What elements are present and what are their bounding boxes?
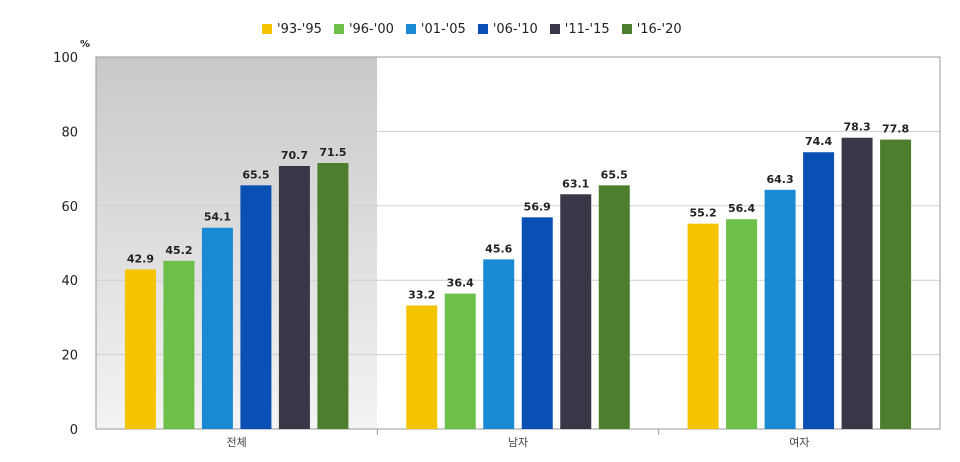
bar [444,293,476,429]
bar [278,165,310,429]
x-category-label: 여자 [789,436,809,449]
y-tick-label: 40 [61,274,78,289]
bar-value-label: 63.1 [562,177,589,190]
plot-border [95,56,941,430]
bar [880,139,912,430]
bar-value-label: 64.3 [767,173,794,186]
bar [240,185,272,429]
bar [598,185,630,429]
legend-label: '01-'05 [420,21,466,37]
bar [521,217,553,429]
legend-swatch [405,24,416,34]
bar [726,219,758,429]
bar-value-label: 45.2 [165,244,192,257]
bar [560,194,592,429]
legend-item: '96-'00 [333,21,394,37]
legend-swatch [333,24,344,34]
bar [124,269,156,429]
bar-value-label: 65.5 [601,168,628,181]
bar [406,305,438,429]
bar [764,189,796,429]
bar-value-label: 70.7 [281,149,308,162]
bar [317,163,349,429]
bar-value-label: 56.4 [728,202,755,215]
bar-value-label: 36.4 [447,277,474,290]
legend-swatch [549,24,560,34]
legend: '93-'95 '96-'00 '01-'05 '06-'10 '11-'15 '16-'… [262,19,682,39]
legend-swatch [262,24,272,34]
y-tick-label: 0 [70,423,78,438]
bar [201,227,233,429]
legend-item: '11-'15 [549,21,610,37]
bar-value-label: 54.1 [204,211,231,224]
legend-label: '11-'15 [564,21,610,37]
bar-value-label: 65.5 [242,168,269,181]
legend-swatch [477,24,488,34]
y-axis-unit: % [80,39,90,50]
bar [687,223,719,429]
legend-item: '16-'20 [621,21,682,37]
bar-value-label: 77.8 [882,123,909,136]
y-tick-label: 60 [61,200,78,215]
y-tick-label: 20 [61,349,78,364]
bar-value-label: 71.5 [319,146,346,159]
x-category-label: 전체 [227,436,247,449]
bar-value-label: 56.9 [524,200,551,213]
y-tick-label: 100 [53,51,78,66]
bar-value-label: 74.4 [805,135,832,148]
legend-swatch [621,24,632,34]
bar-value-label: 55.2 [690,207,717,220]
legend-item: '06-'10 [477,21,538,37]
bar-value-label: 33.2 [408,288,435,301]
bar [841,137,873,429]
legend-label: '93-'95 [277,21,322,37]
bar [483,259,515,429]
y-tick-label: 80 [61,125,78,140]
legend-item: '93-'95 [262,22,322,37]
x-category-label: 남자 [508,436,528,449]
legend-label: '16-'20 [636,21,682,37]
bar-value-label: 78.3 [844,121,871,134]
bar [163,260,195,429]
bar-value-label: 45.6 [485,242,512,255]
legend-item: '01-'05 [405,21,466,37]
bar [803,152,835,429]
legend-label: '06-'10 [492,21,538,37]
bar-value-label: 42.9 [127,252,154,265]
legend-label: '96-'00 [348,21,394,37]
